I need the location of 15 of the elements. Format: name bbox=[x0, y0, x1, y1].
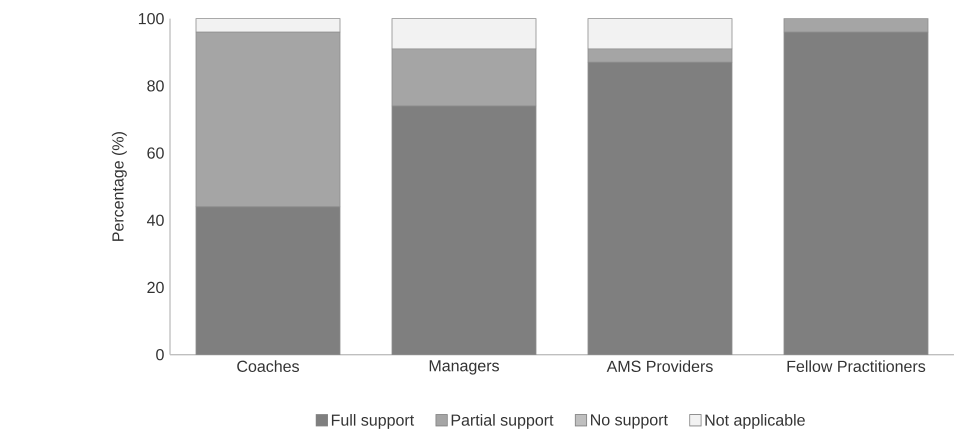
x-tick-label: AMS Providers bbox=[606, 360, 713, 372]
y-tick-label: 20 bbox=[147, 282, 164, 294]
legend-label: No support bbox=[591, 414, 668, 429]
y-tick-label: 100 bbox=[138, 13, 164, 24]
y-tick-label: 80 bbox=[147, 80, 164, 92]
y-tick-label: 60 bbox=[147, 147, 164, 159]
legend-label: Not applicable bbox=[705, 414, 805, 429]
x-tick-label: Fellow Practitioners bbox=[788, 360, 926, 372]
legend-label: Full support bbox=[332, 414, 414, 429]
legend-label: Partial support bbox=[452, 414, 554, 429]
x-tick-label: Managers bbox=[430, 360, 499, 375]
y-tick-label: 40 bbox=[146, 214, 164, 226]
x-tick-label: Coaches bbox=[237, 360, 299, 372]
y-axis-title: Percentage (%) bbox=[112, 132, 127, 241]
y-tick-label: 0 bbox=[156, 348, 164, 360]
